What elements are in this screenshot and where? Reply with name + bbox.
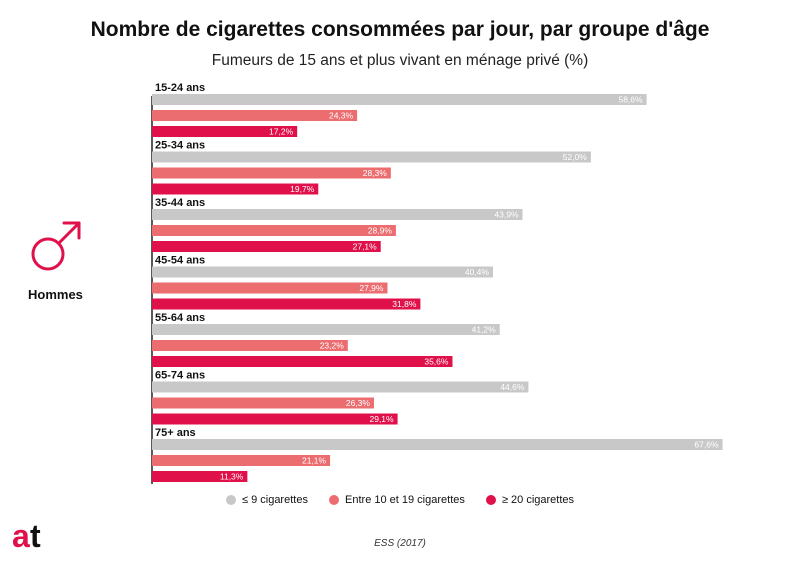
bar bbox=[152, 356, 453, 367]
male-symbol-icon bbox=[31, 221, 81, 271]
bar-value-label: 41,2% bbox=[472, 325, 497, 335]
legend-dot-mid bbox=[329, 495, 340, 505]
bar bbox=[152, 167, 391, 179]
legend-item-high: ≥ 20 cigarettes bbox=[485, 494, 575, 506]
legend-label-high: ≥ 20 cigarettes bbox=[501, 494, 575, 506]
bar bbox=[152, 413, 398, 425]
bar bbox=[152, 94, 647, 105]
category-label: 55-64 ans bbox=[155, 312, 205, 324]
bar-value-label: 11,3% bbox=[220, 472, 244, 482]
at-logo-icon: a t bbox=[12, 520, 41, 552]
bar-value-label: 67,6% bbox=[694, 440, 719, 450]
logo-letter-a: a bbox=[12, 520, 30, 552]
legend-item-mid: Entre 10 et 19 cigarettes bbox=[329, 494, 465, 506]
bar-value-label: 26,3% bbox=[346, 398, 371, 408]
bar bbox=[152, 151, 591, 163]
bar bbox=[152, 266, 493, 278]
bar-value-label: 21,1% bbox=[302, 456, 327, 466]
legend-item-low: ≤ 9 cigarettes bbox=[225, 494, 308, 506]
bar bbox=[152, 183, 319, 195]
bar-value-label: 29,1% bbox=[369, 414, 394, 424]
bar bbox=[152, 324, 500, 335]
bar-value-label: 28,3% bbox=[363, 168, 388, 178]
category-label: 25-34 ans bbox=[155, 140, 205, 152]
bar-value-label: 24,3% bbox=[329, 111, 354, 121]
bar-value-label: 17,2% bbox=[269, 127, 294, 137]
bar bbox=[152, 397, 374, 409]
bar bbox=[152, 282, 388, 294]
chart-subtitle: Fumeurs de 15 ans et plus vivant en ména… bbox=[211, 52, 589, 69]
legend-label-mid: Entre 10 et 19 cigarettes bbox=[345, 494, 465, 506]
chart-legend: ≤ 9 cigarettes Entre 10 et 19 cigarettes… bbox=[0, 494, 800, 508]
chart-title: Nombre de cigarettes consommées par jour… bbox=[90, 18, 710, 41]
logo-letter-t: t bbox=[30, 520, 41, 552]
source-note: ESS (2017) bbox=[374, 538, 426, 549]
category-label: 65-74 ans bbox=[155, 370, 205, 382]
bar-value-label: 44,6% bbox=[500, 382, 525, 392]
bar bbox=[152, 209, 523, 220]
legend-dot-low bbox=[225, 495, 236, 505]
bar bbox=[152, 455, 331, 466]
bar-value-label: 31,8% bbox=[392, 299, 417, 309]
category-label: 15-24 ans bbox=[155, 82, 205, 94]
bar bbox=[152, 298, 421, 310]
bar-value-label: 35,6% bbox=[424, 357, 449, 367]
bar-value-label: 40,4% bbox=[465, 267, 490, 277]
bar bbox=[152, 241, 381, 252]
category-label: 35-44 ans bbox=[155, 197, 205, 209]
bar bbox=[152, 126, 298, 137]
bar-value-label: 52,0% bbox=[563, 152, 588, 162]
bar bbox=[152, 471, 248, 482]
bar bbox=[152, 340, 348, 351]
legend-label-low: ≤ 9 cigarettes bbox=[241, 494, 308, 506]
category-label: 45-54 ans bbox=[155, 255, 205, 267]
bar bbox=[152, 110, 358, 121]
group-label: Hommes bbox=[28, 287, 83, 302]
bar bbox=[152, 439, 723, 450]
bar bbox=[152, 381, 529, 393]
category-label: 75+ ans bbox=[155, 427, 196, 439]
bar bbox=[152, 225, 396, 236]
legend-dot-high bbox=[485, 495, 496, 505]
bar-value-label: 28,9% bbox=[368, 226, 393, 236]
bar-value-label: 58,6% bbox=[618, 95, 643, 105]
bar-value-label: 23,2% bbox=[320, 341, 345, 351]
bar-value-label: 27,1% bbox=[353, 242, 378, 252]
bar-value-label: 43,9% bbox=[494, 210, 519, 220]
bar-value-label: 27,9% bbox=[359, 283, 384, 293]
bar-value-label: 19,7% bbox=[290, 184, 315, 194]
